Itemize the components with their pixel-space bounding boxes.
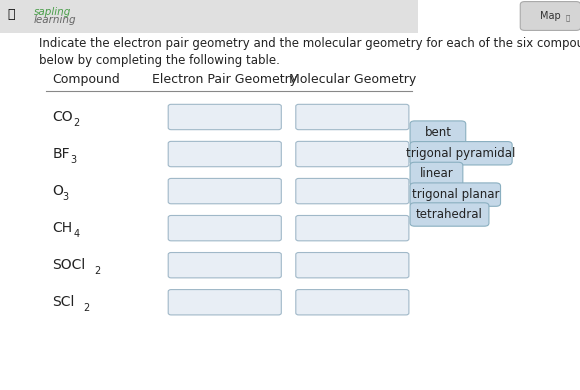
FancyBboxPatch shape: [520, 2, 580, 30]
Text: 4: 4: [73, 229, 79, 239]
FancyBboxPatch shape: [296, 142, 409, 167]
Text: BF: BF: [52, 147, 70, 161]
FancyBboxPatch shape: [168, 215, 281, 241]
FancyBboxPatch shape: [168, 253, 281, 278]
FancyBboxPatch shape: [410, 162, 463, 186]
Text: 2: 2: [94, 266, 100, 276]
Text: trigonal pyramidal: trigonal pyramidal: [407, 147, 516, 160]
Text: O: O: [52, 184, 63, 198]
Text: tetrahedral: tetrahedral: [416, 208, 483, 221]
FancyBboxPatch shape: [296, 179, 409, 204]
Text: CO: CO: [52, 110, 73, 124]
Text: bent: bent: [425, 126, 451, 139]
Text: 2: 2: [84, 303, 90, 313]
Text: trigonal planar: trigonal planar: [412, 188, 499, 201]
FancyBboxPatch shape: [410, 142, 512, 165]
Text: linear: linear: [419, 167, 454, 181]
Text: Indicate the electron pair geometry and the molecular geometry for each of the s: Indicate the electron pair geometry and …: [39, 37, 580, 67]
Text: sapling: sapling: [34, 7, 71, 18]
FancyBboxPatch shape: [168, 179, 281, 204]
Text: 🌱: 🌱: [7, 8, 14, 21]
FancyBboxPatch shape: [168, 105, 281, 129]
Text: SOCl: SOCl: [52, 258, 85, 272]
FancyBboxPatch shape: [410, 121, 466, 144]
Text: Map: Map: [540, 11, 561, 21]
Text: Electron Pair Geometry: Electron Pair Geometry: [152, 73, 298, 87]
Text: SCl: SCl: [52, 295, 75, 309]
Text: learning: learning: [34, 15, 76, 25]
Text: Compound: Compound: [52, 73, 120, 87]
FancyBboxPatch shape: [296, 105, 409, 129]
Text: Molecular Geometry: Molecular Geometry: [289, 73, 416, 87]
FancyBboxPatch shape: [410, 203, 489, 226]
FancyBboxPatch shape: [0, 0, 418, 33]
FancyBboxPatch shape: [296, 215, 409, 241]
Text: 2: 2: [73, 118, 79, 128]
FancyBboxPatch shape: [168, 142, 281, 167]
FancyBboxPatch shape: [296, 253, 409, 278]
Text: 3: 3: [71, 155, 77, 165]
Text: CH: CH: [52, 221, 72, 235]
FancyBboxPatch shape: [168, 289, 281, 315]
FancyBboxPatch shape: [410, 183, 501, 206]
Text: 3: 3: [63, 192, 69, 202]
Text: ⛰: ⛰: [566, 14, 570, 21]
FancyBboxPatch shape: [296, 289, 409, 315]
